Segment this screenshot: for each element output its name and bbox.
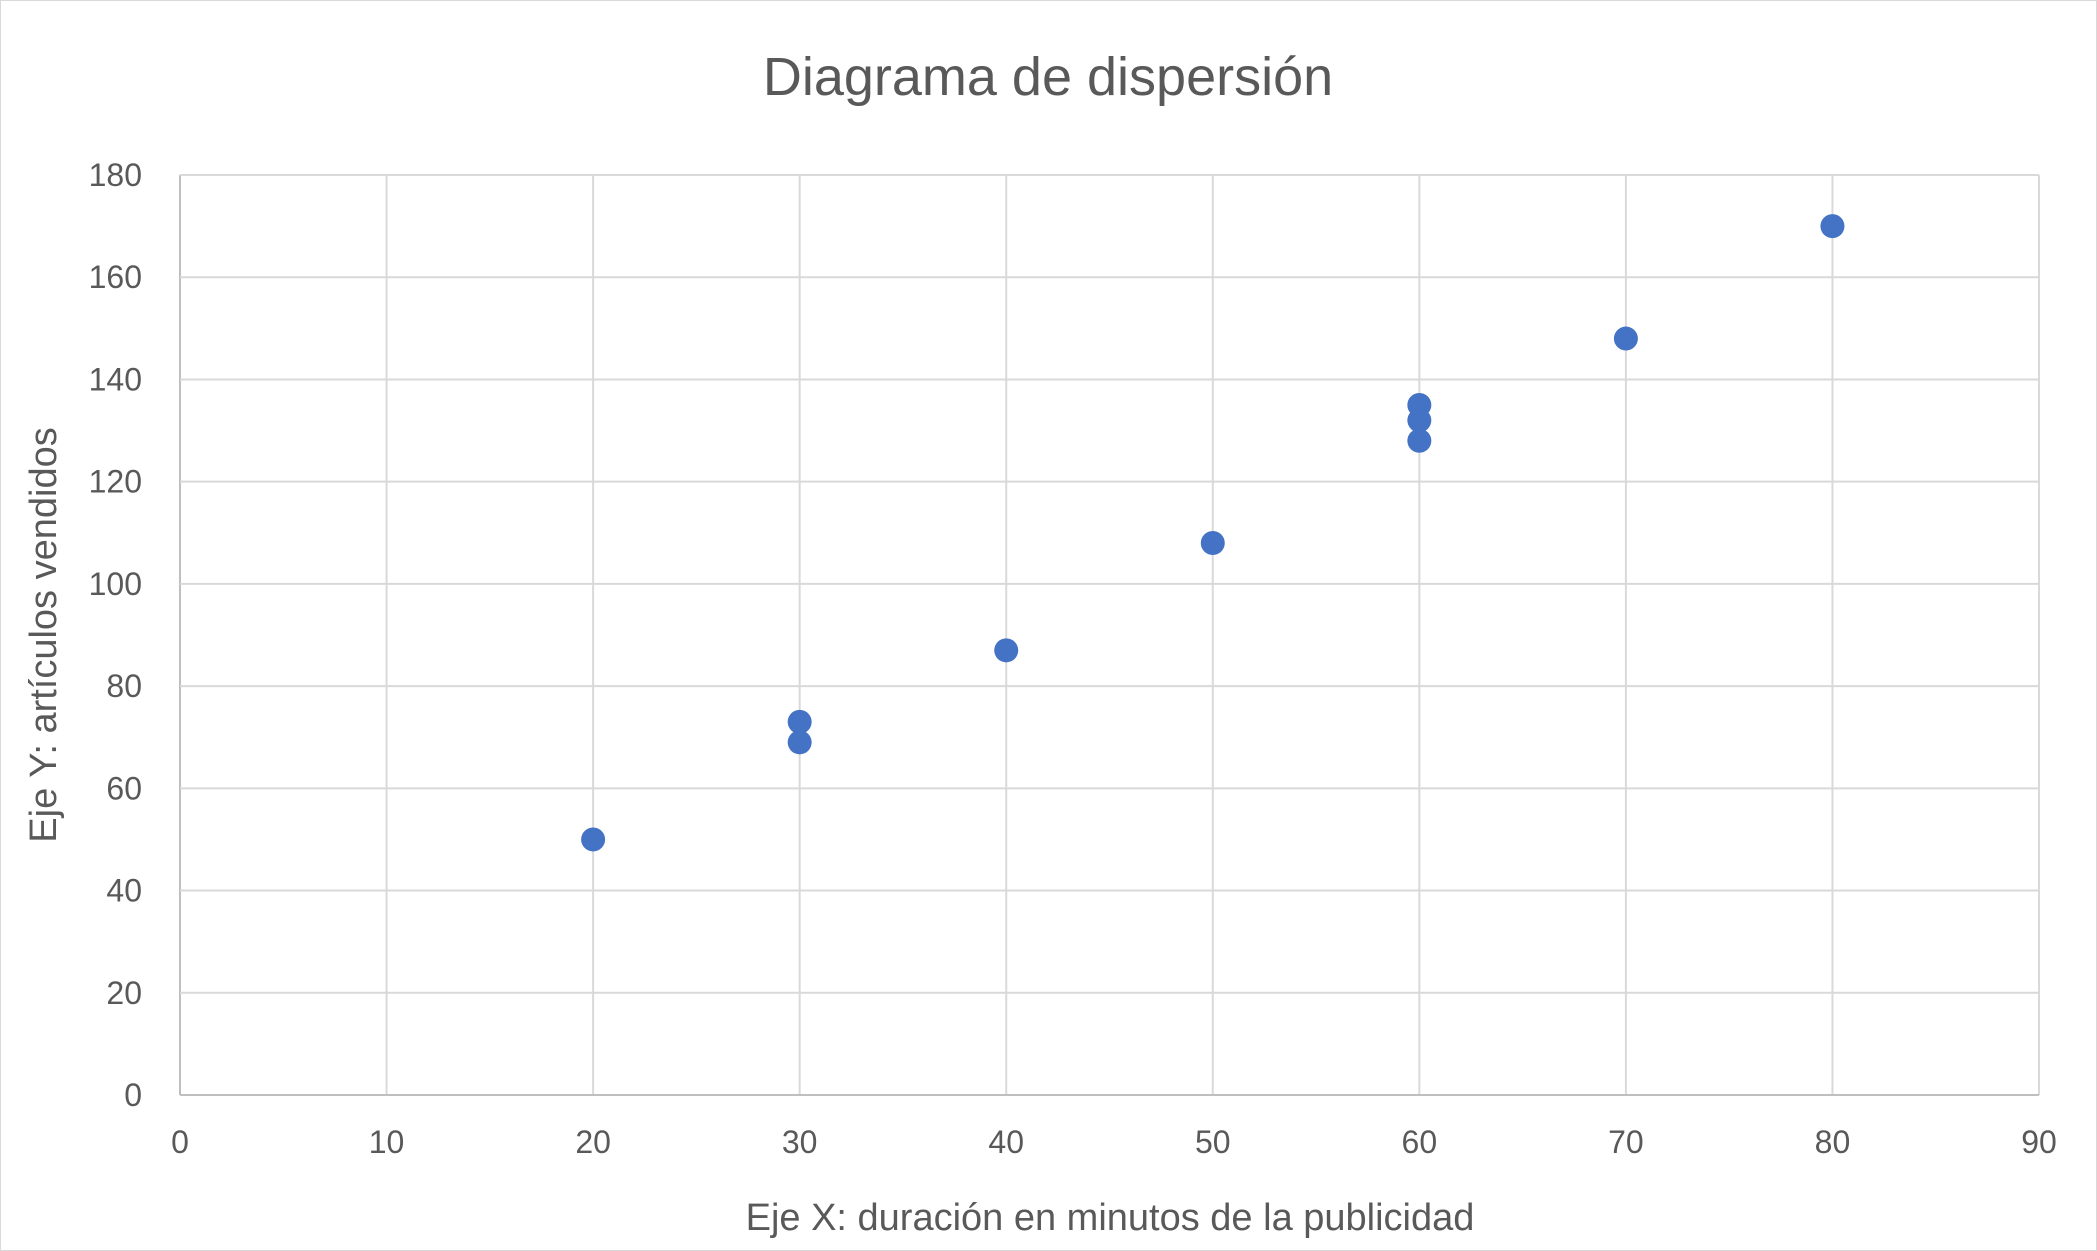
- x-tick-label-60: 60: [1402, 1124, 1438, 1160]
- y-tick-label-40: 40: [106, 873, 142, 909]
- y-tick-label-120: 120: [89, 464, 142, 500]
- x-tick-label-50: 50: [1195, 1124, 1231, 1160]
- data-point-9: [1613, 326, 1638, 351]
- x-tick-label-40: 40: [988, 1124, 1024, 1160]
- data-points: [581, 214, 1845, 852]
- x-tick-label-30: 30: [782, 1124, 818, 1160]
- x-tick-label-0: 0: [171, 1124, 189, 1160]
- data-point-8: [1407, 428, 1432, 453]
- chart-title: Diagrama de dispersión: [763, 47, 1333, 107]
- data-point-10: [1820, 214, 1845, 239]
- data-point-3: [787, 730, 812, 755]
- y-axis-tick-labels: 0 20 40 60 80 100 120 140 160 180: [89, 157, 142, 1113]
- x-tick-label-80: 80: [1815, 1124, 1851, 1160]
- vertical-gridlines: [179, 175, 2040, 1095]
- data-point-7: [1407, 408, 1432, 433]
- y-axis-title: Eje Y: artículos vendidos: [23, 427, 65, 842]
- data-point-5: [1200, 531, 1225, 555]
- horizontal-gridlines: [180, 174, 2039, 1096]
- x-tick-label-10: 10: [369, 1124, 405, 1160]
- x-tick-label-70: 70: [1608, 1124, 1644, 1160]
- y-tick-label-180: 180: [89, 157, 142, 193]
- y-tick-label-100: 100: [89, 566, 142, 602]
- x-axis-tick-labels: 0 10 20 30 40 50 60 70 80 90: [171, 1124, 2057, 1160]
- y-tick-label-160: 160: [89, 259, 142, 295]
- y-tick-label-80: 80: [106, 668, 142, 704]
- x-tick-label-20: 20: [575, 1124, 611, 1160]
- y-tick-label-0: 0: [124, 1077, 142, 1113]
- y-tick-label-60: 60: [106, 770, 142, 806]
- data-point-1: [581, 827, 606, 852]
- y-tick-label-20: 20: [106, 975, 142, 1011]
- x-axis-title: Eje X: duración en minutos de la publici…: [746, 1197, 1475, 1239]
- data-point-2: [787, 709, 812, 734]
- x-tick-label-90: 90: [2021, 1124, 2057, 1160]
- data-point-4: [994, 638, 1019, 663]
- y-tick-label-140: 140: [89, 361, 142, 397]
